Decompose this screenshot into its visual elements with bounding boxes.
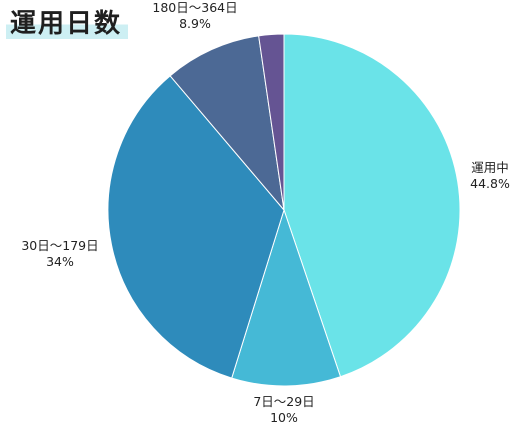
chart-title: 運用日数 [6,3,129,42]
slice-label: 7日～29日 [253,394,314,409]
slice-label: 運用中 [471,160,509,175]
slice-label: 30日～179日 [21,238,98,253]
slice-percent-label: 44.8% [470,176,510,191]
pie-slice [258,33,285,211]
slice-percent-label: 34% [46,254,74,269]
slice-percent-label: 10% [270,410,298,425]
pie-slice [283,33,461,378]
slice-percent-label: 8.9% [179,16,211,31]
slice-label: 180日～364日 [152,0,237,15]
pie-slice [231,208,342,387]
pie-slice [169,35,285,212]
pie-slice [107,75,285,379]
pie-slices [107,33,461,387]
